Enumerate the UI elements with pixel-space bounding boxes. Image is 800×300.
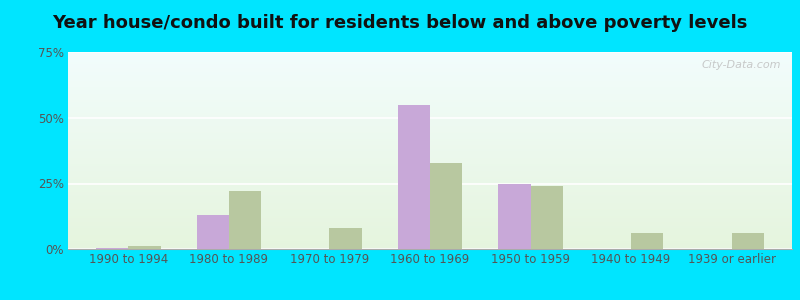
Bar: [330, 228, 362, 249]
Bar: [398, 105, 430, 249]
Bar: [430, 163, 462, 249]
Bar: [530, 186, 562, 249]
Bar: [498, 184, 530, 249]
Text: Year house/condo built for residents below and above poverty levels: Year house/condo built for residents bel…: [52, 14, 748, 32]
Bar: [128, 246, 161, 249]
Bar: [229, 191, 261, 249]
Bar: [197, 215, 229, 249]
Bar: [732, 233, 764, 249]
Bar: [96, 248, 128, 249]
Text: City-Data.com: City-Data.com: [702, 60, 781, 70]
Bar: [631, 233, 663, 249]
